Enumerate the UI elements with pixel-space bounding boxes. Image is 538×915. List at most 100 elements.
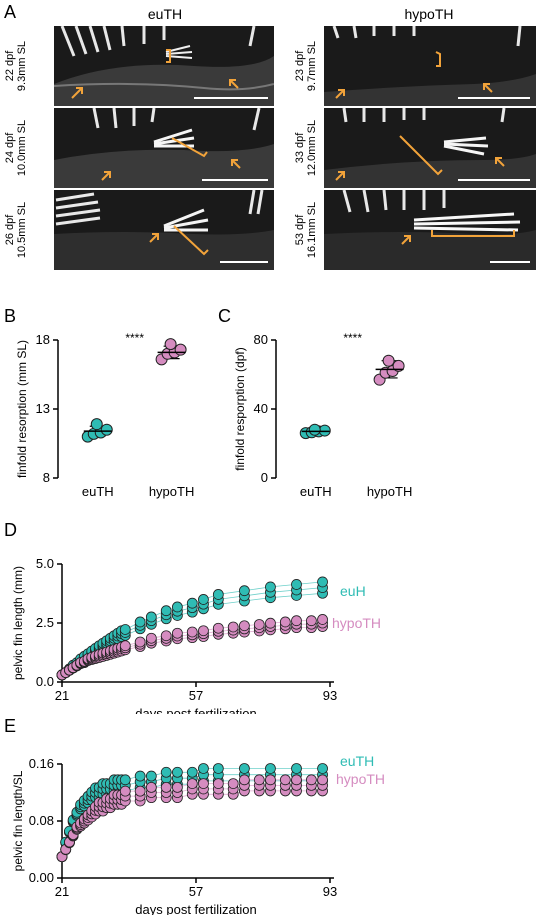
data-point xyxy=(227,778,239,789)
series-label: euTH xyxy=(340,753,374,769)
y-axis-label: pelvic fin length (mm) xyxy=(11,566,25,680)
x-tick-label: 93 xyxy=(323,884,337,899)
data-point xyxy=(119,774,131,786)
y-axis-label: finfold resporption (dpf) xyxy=(233,347,247,470)
column-title-hypoth: hypoTH xyxy=(404,6,454,22)
x-tick-label: 21 xyxy=(55,688,69,703)
series-label: hypoTH xyxy=(336,771,385,787)
data-point xyxy=(305,615,317,627)
data-point xyxy=(318,424,331,437)
panel-label-b: B xyxy=(4,306,17,326)
data-point xyxy=(265,581,276,593)
data-point xyxy=(171,601,183,613)
data-point xyxy=(265,763,276,774)
data-point xyxy=(253,619,265,630)
y-tick-label: 0.0 xyxy=(36,674,54,689)
x-tick-label: euTH xyxy=(300,484,332,499)
data-point xyxy=(186,778,198,789)
micrograph-hypoth-2 xyxy=(324,108,536,188)
x-tick-label: 57 xyxy=(189,688,203,703)
data-point xyxy=(160,605,172,617)
data-point xyxy=(279,774,291,786)
y-tick-label: 0 xyxy=(261,470,268,485)
data-point xyxy=(308,423,321,436)
y-tick-label: 0.08 xyxy=(29,813,54,828)
y-tick-label: 40 xyxy=(254,401,268,416)
data-point xyxy=(317,614,328,625)
x-axis-label: days post fertilization xyxy=(135,706,256,714)
data-point xyxy=(171,627,183,639)
micrograph-euth-1 xyxy=(54,26,274,106)
data-point xyxy=(186,766,198,778)
label-33dpf: 33 dpf 12.0mm SL xyxy=(294,119,318,177)
label-22dpf: 22 dpf 9.3mm SL xyxy=(4,40,28,92)
chart-finfold-mm: 8 13 18 finfold resorption (mm SL) euTH hypoT… xyxy=(15,331,194,499)
data-point xyxy=(382,354,395,367)
y-axis-label: finfold resorption (mm SL) xyxy=(15,340,29,478)
series-label: euH xyxy=(340,583,366,599)
data-point xyxy=(174,343,187,356)
chart-pelvic-fin-ratio: 0.00 0.08 0.16 21 57 93 days post fertilizatio… xyxy=(11,753,385,915)
data-point xyxy=(212,763,224,774)
data-point xyxy=(90,418,103,431)
data-point xyxy=(134,785,146,797)
data-point xyxy=(198,594,209,605)
label-26dpf: 26 dpf 10.5mm SL xyxy=(4,201,28,259)
chart-finfold-dpf: 0 40 80 finfold resporption (dpf) euTH hypoTH… xyxy=(233,331,413,499)
y-tick-label: 2.5 xyxy=(36,615,54,630)
y-axis-label: pelvic fin length/SL xyxy=(11,770,25,871)
data-point xyxy=(265,774,276,786)
x-axis-label: days post fertilization xyxy=(135,902,256,915)
panel-label-a: A xyxy=(4,2,17,22)
chart-pelvic-fin-length: 0.0 2.5 5.0 21 57 93 days post fertilization pe… xyxy=(11,556,381,714)
y-tick-label: 8 xyxy=(43,470,50,485)
data-point xyxy=(145,781,157,793)
y-tick-label: 5.0 xyxy=(36,556,54,571)
label-23dpf: 23 dpf 9.7mm SL xyxy=(294,40,318,92)
micrograph-hypoth-3 xyxy=(324,190,536,270)
data-point xyxy=(171,766,183,778)
data-point xyxy=(238,620,250,632)
column-title-euth: euTH xyxy=(147,6,183,22)
data-point xyxy=(291,763,302,774)
x-tick-label: hypoTH xyxy=(367,484,413,499)
data-point xyxy=(145,770,157,782)
data-point xyxy=(279,616,291,628)
micrograph-euth-2 xyxy=(54,108,274,188)
data-point xyxy=(145,632,157,644)
data-point xyxy=(186,597,198,609)
y-tick-label: 13 xyxy=(36,401,50,416)
series-label: hypoTH xyxy=(332,615,381,631)
data-point xyxy=(134,636,146,648)
panel-label-d: D xyxy=(4,520,17,540)
data-point xyxy=(291,579,302,590)
x-tick-label: 21 xyxy=(55,884,69,899)
significance-label: **** xyxy=(343,331,362,345)
data-point xyxy=(100,423,113,436)
panel-label-c: C xyxy=(218,306,231,326)
data-point xyxy=(198,763,209,774)
significance-label: **** xyxy=(125,331,144,345)
data-point xyxy=(317,763,328,774)
data-point xyxy=(198,778,209,789)
y-tick-label: 0.00 xyxy=(29,870,54,885)
data-point xyxy=(305,774,317,786)
data-point xyxy=(238,763,250,774)
micrograph-euth-3 xyxy=(54,190,274,270)
label-24dpf: 24 dpf 10.0mm SL xyxy=(4,119,28,177)
data-point xyxy=(227,621,239,633)
data-point xyxy=(212,778,224,789)
data-point xyxy=(265,617,276,629)
data-point xyxy=(160,766,172,778)
data-point xyxy=(134,616,146,628)
data-point xyxy=(160,630,172,642)
x-tick-label: euTH xyxy=(82,484,114,499)
x-tick-label: 93 xyxy=(323,688,337,703)
data-point xyxy=(291,774,302,786)
x-tick-label: 57 xyxy=(189,884,203,899)
data-point xyxy=(119,785,131,797)
label-53dpf: 53 dpf 16.1mm SL xyxy=(294,201,318,259)
data-point xyxy=(238,585,250,597)
micrograph-hypoth-1 xyxy=(324,26,536,106)
data-point xyxy=(317,576,328,588)
